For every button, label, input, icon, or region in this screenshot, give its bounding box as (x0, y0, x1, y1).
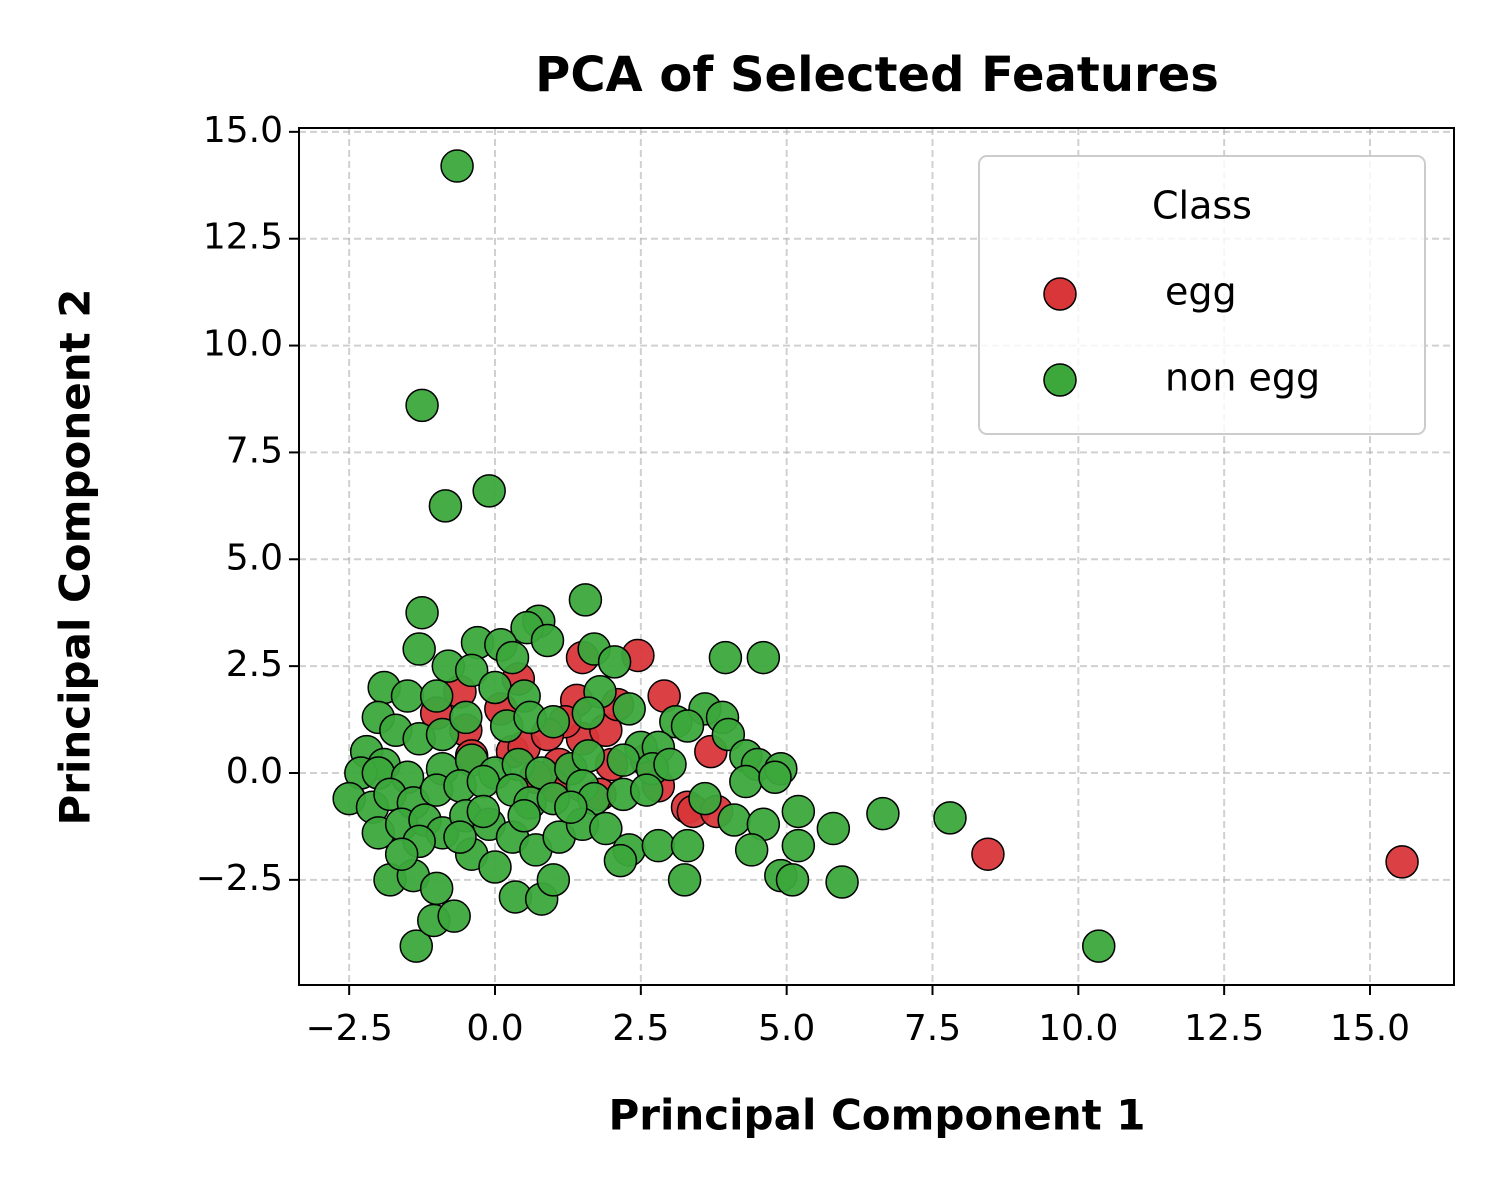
y-tick-label: 0.0 (226, 751, 283, 792)
scatter-point (437, 899, 471, 933)
scatter-point (688, 781, 722, 816)
scatter-point (440, 149, 474, 183)
scatter-point (536, 863, 571, 897)
scatter-point (478, 850, 512, 884)
y-tick-label: 7.5 (226, 430, 283, 471)
scatter-point (530, 623, 565, 658)
scatter-point (670, 709, 705, 743)
y-tick-label: 12.5 (203, 217, 283, 258)
y-tick-label: 2.5 (226, 644, 283, 685)
scatter-point (495, 640, 530, 675)
y-tick-label: 5.0 (226, 537, 283, 578)
scatter-point (606, 743, 641, 777)
scatter-point (402, 632, 436, 666)
scatter-point (866, 796, 900, 831)
scatter-point (667, 863, 702, 897)
scatter-point (734, 833, 769, 867)
scatter-point (933, 801, 967, 835)
scatter-point (568, 583, 603, 617)
scatter-point (1385, 845, 1419, 879)
scatter-point (825, 865, 859, 899)
scatter-point (670, 828, 705, 863)
legend-title: Class (1152, 184, 1252, 228)
scatter-point (597, 645, 632, 679)
scatter-point (1082, 929, 1116, 963)
scatter-point (971, 837, 1005, 871)
x-tick-label: −2.5 (305, 1008, 392, 1049)
scatter-point (454, 653, 489, 688)
scatter-point (449, 700, 483, 735)
scatter-point (405, 595, 439, 630)
legend-label: egg (1165, 270, 1237, 314)
scatter-point (816, 811, 851, 846)
scatter-point (717, 803, 751, 837)
scatter-point (478, 670, 512, 705)
legend: Class egg non egg (978, 155, 1426, 435)
x-tick-label: 5.0 (758, 1008, 815, 1049)
scatter-point (571, 696, 606, 730)
x-tick-label: 2.5 (612, 1008, 669, 1049)
plot-frame (298, 127, 1455, 986)
scatter-point (390, 679, 425, 713)
scatter-point (746, 640, 781, 675)
scatter-point (775, 863, 810, 897)
scatter-point (466, 764, 501, 799)
legend-box (978, 155, 1426, 435)
legend-marker (1043, 363, 1077, 397)
scatter-point (629, 773, 664, 807)
scatter-point (536, 704, 571, 739)
scatter-point (443, 820, 477, 854)
points (332, 149, 1419, 963)
chart-title: PCA of Selected Features (535, 47, 1219, 103)
scatter-point (384, 837, 419, 871)
scatter-point (405, 388, 439, 423)
scatter-point (428, 489, 463, 523)
x-tick-label: 7.5 (904, 1008, 961, 1049)
scatter-point (589, 811, 623, 846)
scatter-point (612, 692, 646, 726)
y-tick-label: 10.0 (203, 324, 283, 365)
scatter-point (399, 929, 433, 963)
scatter-point (758, 760, 792, 795)
scatter-point (781, 794, 816, 829)
scatter-point (419, 871, 454, 906)
scatter-point (708, 640, 743, 675)
x-axis-label: Principal Component 1 (608, 1091, 1145, 1140)
y-tick-label: −2.5 (196, 858, 283, 899)
scatter-point (603, 843, 638, 878)
scatter-point (466, 794, 501, 829)
x-tick-label: 10.0 (1038, 1008, 1118, 1049)
scatter-point (729, 764, 763, 799)
x-tick-label: 12.5 (1184, 1008, 1264, 1049)
scatter-point (507, 798, 541, 833)
x-tick-label: 15.0 (1330, 1008, 1410, 1049)
scatter-point (425, 717, 460, 752)
scatter-point (571, 739, 606, 773)
legend-label: non egg (1165, 356, 1320, 400)
y-axis-label: Principal Component 2 (51, 288, 100, 825)
scatter-point (419, 679, 454, 713)
ticks: −2.5 0.0 2.5 5.0 7.5 10.0 12.5 15.0 −2.5 0.0 2.5 5.… (196, 110, 1411, 1049)
scatter-point (641, 828, 676, 863)
scatter-point (472, 474, 506, 508)
y-tick-label: 15.0 (203, 110, 283, 151)
legend-marker (1043, 277, 1077, 311)
scatter-point (554, 790, 588, 824)
scatter-point (653, 747, 687, 782)
scatter-point (781, 828, 816, 863)
x-tick-label: 0.0 (466, 1008, 523, 1049)
